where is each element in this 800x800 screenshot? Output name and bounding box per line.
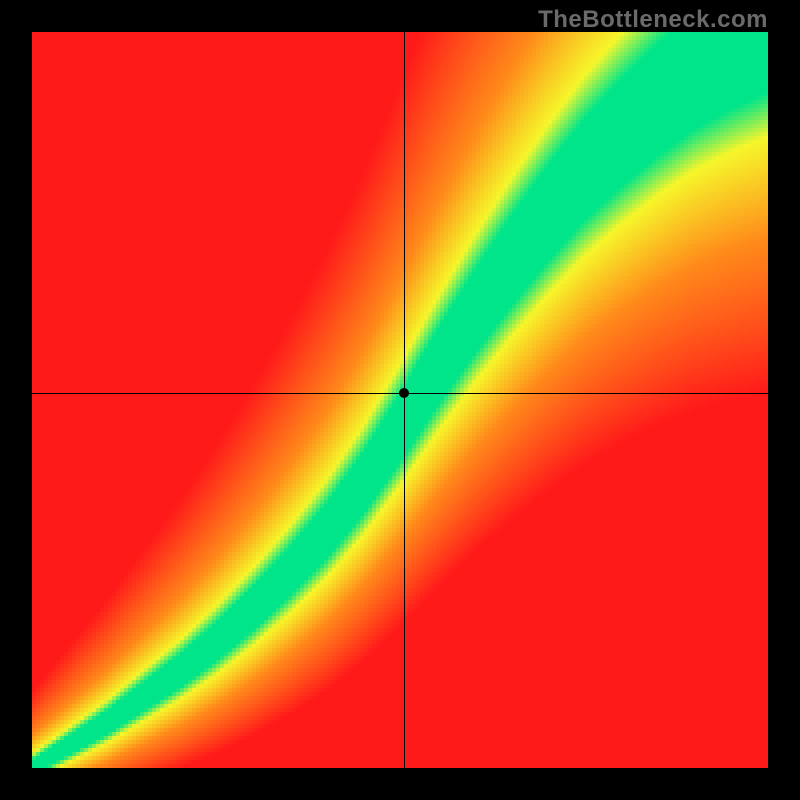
crosshair-vertical [404,32,405,768]
bottleneck-heatmap [32,32,768,768]
figure-frame: TheBottleneck.com [0,0,800,800]
selected-point-marker [399,388,409,398]
watermark-label: TheBottleneck.com [538,6,768,34]
plot-area [32,32,768,768]
